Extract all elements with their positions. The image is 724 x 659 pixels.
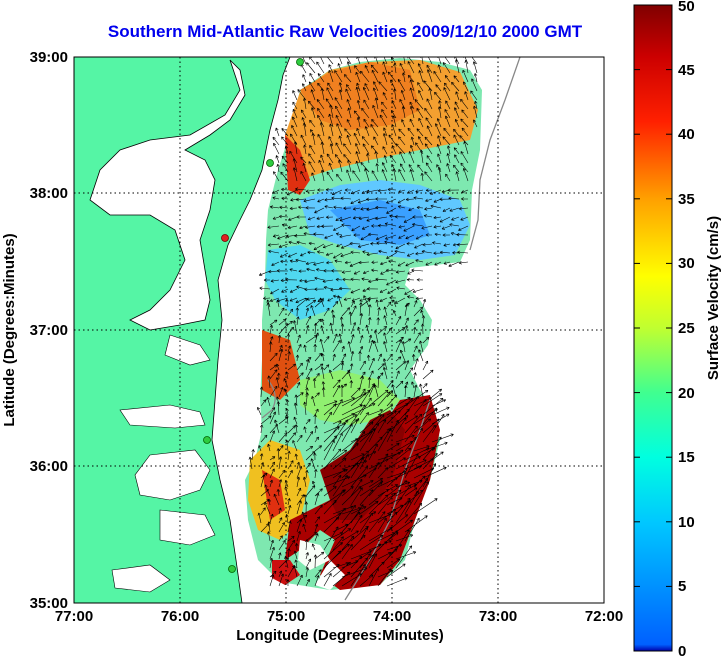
plot-frame <box>73 56 605 604</box>
colorbar-tick-label: 35 <box>678 191 695 208</box>
colorbar-tick-label: 15 <box>678 449 695 466</box>
radar-site-marker <box>221 234 229 242</box>
colorbar-tick-label: 0 <box>678 643 686 659</box>
colorbar-tick-label: 30 <box>678 255 695 272</box>
x-axis-label: Longitude (Degrees:Minutes) <box>236 627 444 644</box>
y-tick-label: 37:00 <box>30 322 68 339</box>
colorbar-tick-label: 50 <box>678 0 695 15</box>
current-vector-arrows <box>248 57 478 587</box>
x-tick-label: 72:00 <box>585 608 623 625</box>
current-vectors <box>248 57 478 587</box>
colorbar-tick-label: 10 <box>678 514 695 531</box>
x-tick-label: 73:00 <box>479 608 517 625</box>
y-tick-label: 35:00 <box>30 595 68 612</box>
y-tick-label: 39:00 <box>30 49 68 66</box>
x-tick-label: 75:00 <box>267 608 305 625</box>
radar-site-marker <box>203 436 211 444</box>
velocity-field <box>245 58 482 590</box>
x-axis: 77:00 76:00 75:00 74:00 73:00 72:00 Long… <box>55 608 623 644</box>
x-tick-label: 76:00 <box>161 608 199 625</box>
colorbar-tick-label: 45 <box>678 62 695 79</box>
colorbar-tick-label: 20 <box>678 385 695 402</box>
colorbar: 0 5 10 15 20 25 30 35 40 45 50 Surface V… <box>633 0 722 659</box>
x-tick-label: 77:00 <box>55 608 93 625</box>
colorbar-tick-label: 5 <box>678 578 686 595</box>
colorbar-label: Surface Velocity (cm/s) <box>705 216 722 380</box>
colorbar-tick-label: 40 <box>678 126 695 143</box>
y-tick-label: 36:00 <box>30 458 68 475</box>
map-title: Southern Mid-Atlantic Raw Velocities 200… <box>107 22 583 41</box>
y-tick-label: 38:00 <box>30 185 68 202</box>
radar-site-marker <box>228 565 236 573</box>
radar-site-marker <box>296 58 304 66</box>
radar-site-marker <box>266 159 274 167</box>
x-tick-label: 74:00 <box>373 608 411 625</box>
radar-sites <box>203 58 304 573</box>
y-axis-label: Latitude (Degrees:Minutes) <box>1 233 18 426</box>
colorbar-tick-label: 25 <box>678 320 695 337</box>
y-axis: 39:00 38:00 37:00 36:00 35:00 Latitude (… <box>1 49 68 612</box>
grid-lines <box>74 57 604 603</box>
